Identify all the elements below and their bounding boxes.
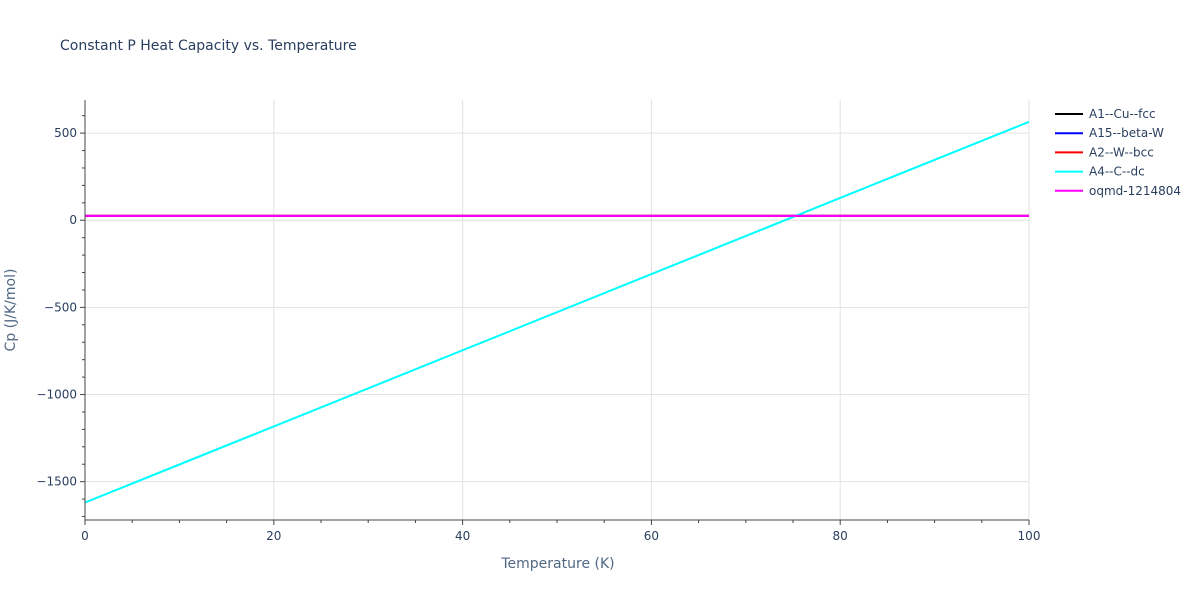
- legend-item[interactable]: A4--C--dc: [1055, 165, 1145, 179]
- legend-label: A2--W--bcc: [1089, 145, 1154, 159]
- y-tick-label: 0: [69, 213, 77, 227]
- legend: A1--Cu--fcc A15--beta-W A2--W--bcc A4--C--d…: [1055, 107, 1181, 198]
- axes: [80, 100, 1030, 525]
- legend-label: A1--Cu--fcc: [1089, 107, 1156, 121]
- x-tick-label: 100: [1018, 529, 1041, 543]
- legend-label: A4--C--dc: [1089, 165, 1145, 179]
- x-tick-label: 20: [266, 529, 281, 543]
- series-line-A4--C--dc: [84, 120, 1030, 504]
- grid: [85, 100, 1030, 520]
- y-tick-label: −500: [44, 300, 77, 314]
- x-tick-label: 0: [81, 529, 89, 543]
- y-axis-title: Cp (J/K/mol): [3, 269, 19, 352]
- ticks: 0 20 40 60 80 100 500 0 −500 −1000 −1500: [36, 126, 1040, 543]
- x-tick-label: 40: [455, 529, 470, 543]
- y-tick-label: −1000: [36, 388, 77, 402]
- x-tick-label: 60: [644, 529, 659, 543]
- y-tick-label: 500: [54, 126, 77, 140]
- x-axis-title: Temperature (K): [500, 556, 614, 572]
- legend-label: oqmd-1214804: [1089, 184, 1181, 198]
- chart-title: Constant P Heat Capacity vs. Temperature: [60, 38, 357, 54]
- x-tick-label: 80: [833, 529, 848, 543]
- legend-item[interactable]: A2--W--bcc: [1055, 145, 1154, 159]
- legend-item[interactable]: A15--beta-W: [1055, 126, 1164, 140]
- legend-item[interactable]: A1--Cu--fcc: [1055, 107, 1156, 121]
- y-tick-label: −1500: [36, 475, 77, 489]
- legend-item[interactable]: oqmd-1214804: [1055, 184, 1181, 198]
- legend-label: A15--beta-W: [1089, 126, 1164, 140]
- series-layer: [84, 120, 1030, 504]
